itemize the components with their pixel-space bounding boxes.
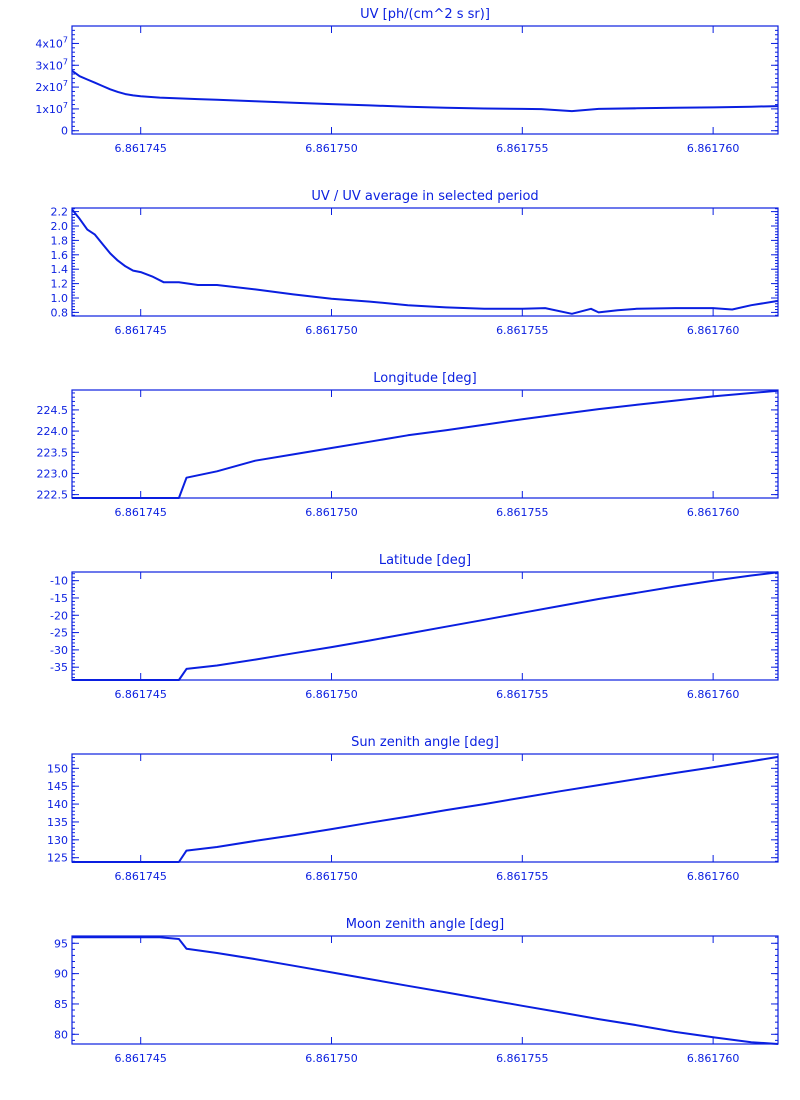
x-tick-label: 6.861760 [687, 870, 740, 883]
x-tick-label: 6.861745 [114, 142, 167, 155]
y-tick-label: -10 [50, 575, 68, 588]
chart-panel-1: UV [ph/(cm^2 s sr)] 0 1x107 2x107 3x107 4x107… [35, 7, 779, 155]
chart-panel-2: UV / UV average in selected period 0.81.0… [51, 189, 779, 337]
series-line [72, 755, 779, 863]
chart-panel-4: Latitude [deg] -35 -30 -25 -20 -15 -10 6.861745… [50, 553, 779, 701]
y-tick-label: -20 [50, 609, 68, 622]
y-tick-label: 224.0 [37, 425, 69, 438]
y-tick-label: 2x107 [35, 79, 68, 94]
x-tick-label: 6.861745 [114, 870, 167, 883]
y-tick-label: 85 [54, 998, 68, 1011]
y-tick-label: 1.6 [51, 249, 69, 262]
y-tick-label: 90 [54, 968, 68, 981]
x-tick-label: 6.861760 [687, 506, 740, 519]
x-tick-label: 6.861750 [305, 142, 358, 155]
y-tick-label: 4x107 [35, 35, 68, 50]
y-tick-label: 1x107 [35, 101, 68, 116]
series-line [71, 69, 779, 113]
x-tick-label: 6.861755 [496, 324, 549, 337]
series-line [72, 571, 779, 681]
y-tick-label: 0.8 [51, 306, 69, 319]
y-tick-label: 1.2 [51, 278, 69, 291]
plot-frame [71, 25, 779, 135]
plot-frame [71, 935, 779, 1045]
y-tick-label: -15 [50, 592, 68, 605]
y-tick-label: 3x107 [35, 57, 68, 72]
series-line [72, 936, 779, 1045]
y-tick-label: 130 [47, 834, 68, 847]
x-tick-label: 6.861755 [496, 506, 549, 519]
x-tick-label: 6.861750 [305, 870, 358, 883]
x-tick-label: 6.861750 [305, 506, 358, 519]
y-tick-label: 2.2 [51, 206, 69, 219]
y-tick-label: 80 [54, 1028, 68, 1041]
x-tick-label: 6.861745 [114, 506, 167, 519]
y-tick-label: 140 [47, 798, 68, 811]
y-tick-label: -30 [50, 644, 68, 657]
y-tick-label: 223.0 [37, 467, 69, 480]
series-line [71, 208, 779, 315]
chart-title: Longitude [deg] [373, 371, 476, 386]
x-tick-label: 6.861750 [305, 1052, 358, 1065]
x-tick-label: 6.861745 [114, 1052, 167, 1065]
plot-frame [71, 389, 779, 499]
y-tick-label: 95 [54, 937, 68, 950]
x-tick-label: 6.861760 [687, 1052, 740, 1065]
y-tick-label: 1.4 [51, 263, 69, 276]
x-tick-label: 6.861760 [687, 688, 740, 701]
chart-title: Sun zenith angle [deg] [351, 735, 499, 750]
plot-frame [71, 753, 779, 863]
y-tick-label: 224.5 [37, 404, 69, 417]
y-tick-label: 1.8 [51, 234, 69, 247]
y-tick-label: 223.5 [37, 446, 69, 459]
x-tick-label: 6.861755 [496, 870, 549, 883]
x-tick-label: 6.861755 [496, 688, 549, 701]
x-tick-label: 6.861760 [687, 142, 740, 155]
chart-title: Latitude [deg] [379, 553, 471, 568]
plot-frame [71, 207, 779, 317]
x-tick-label: 6.861750 [305, 324, 358, 337]
chart-title: UV [ph/(cm^2 s sr)] [360, 7, 490, 22]
y-tick-label: 0 [61, 125, 68, 138]
y-tick-label: 145 [47, 780, 68, 793]
chart-title: UV / UV average in selected period [311, 189, 538, 204]
y-tick-label: 2.0 [51, 220, 69, 233]
y-tick-label: -35 [50, 661, 68, 674]
x-tick-label: 6.861755 [496, 142, 549, 155]
y-tick-label: 150 [47, 762, 68, 775]
y-tick-label: 135 [47, 816, 68, 829]
series-line [72, 389, 779, 499]
x-tick-label: 6.861760 [687, 324, 740, 337]
y-tick-label: 1.0 [51, 292, 69, 305]
plot-frame [71, 571, 779, 681]
chart-title: Moon zenith angle [deg] [346, 917, 504, 932]
y-tick-label: -25 [50, 627, 68, 640]
chart-panel-5: Sun zenith angle [deg] 125 130 135 140 145 150… [47, 735, 779, 883]
chart-panel-6: Moon zenith angle [deg] 80 85 90 95 6.861745 6… [54, 917, 779, 1065]
y-tick-label: 125 [47, 852, 68, 865]
x-tick-label: 6.861755 [496, 1052, 549, 1065]
x-tick-label: 6.861745 [114, 688, 167, 701]
y-tick-label: 222.5 [37, 489, 69, 502]
x-tick-label: 6.861750 [305, 688, 358, 701]
chart-panel-3: Longitude [deg] 222.5 223.0 223.5 224.0 224.5… [37, 371, 779, 519]
x-tick-label: 6.861745 [114, 324, 167, 337]
